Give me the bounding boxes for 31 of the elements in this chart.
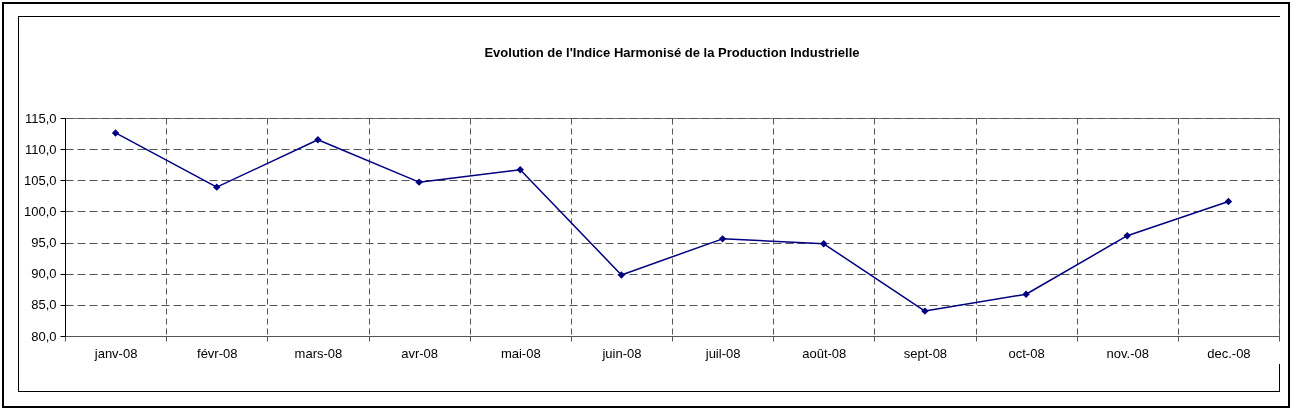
- x-tick-label: juin-08: [601, 345, 642, 361]
- x-tick-label: août-08: [802, 345, 847, 361]
- x-tick-label: sept-08: [903, 345, 948, 361]
- point: [213, 183, 221, 191]
- x-tick-label: janv-08: [93, 345, 138, 361]
- x-tick-label: nov.-08: [1106, 345, 1149, 361]
- point: [1224, 197, 1233, 206]
- x-tick-label: févr-08: [197, 345, 238, 361]
- x-tick-label: mai-08: [500, 345, 541, 361]
- y-tick-label: 100,0: [23, 203, 57, 219]
- y-tick-label: 105,0: [23, 172, 57, 188]
- x-tick-label: mars-08: [294, 345, 343, 361]
- point: [820, 240, 828, 248]
- point: [718, 235, 727, 243]
- chart-title: Evolution de l'Indice Harmonisé de la Production Industrielle: [484, 45, 860, 60]
- x-tick-label: dec.-08: [1207, 345, 1251, 361]
- y-tick-label: 110,0: [24, 141, 57, 157]
- y-tick-label: 80,0: [31, 328, 57, 344]
- point: [111, 129, 120, 137]
- point: [1022, 290, 1030, 298]
- y-tick-label: 115,0: [24, 110, 57, 126]
- point: [617, 271, 626, 279]
- point: [516, 165, 524, 174]
- point: [1123, 232, 1131, 240]
- x-tick-label: juil-08: [704, 345, 741, 361]
- x-tick-label: avr-08: [401, 345, 439, 361]
- point: [314, 136, 322, 144]
- y-tick-label: 85,0: [31, 297, 57, 313]
- y-tick-label: 95,0: [31, 235, 57, 251]
- y-tick-label: 90,0: [31, 266, 57, 282]
- x-tick-label: oct-08: [1008, 345, 1045, 361]
